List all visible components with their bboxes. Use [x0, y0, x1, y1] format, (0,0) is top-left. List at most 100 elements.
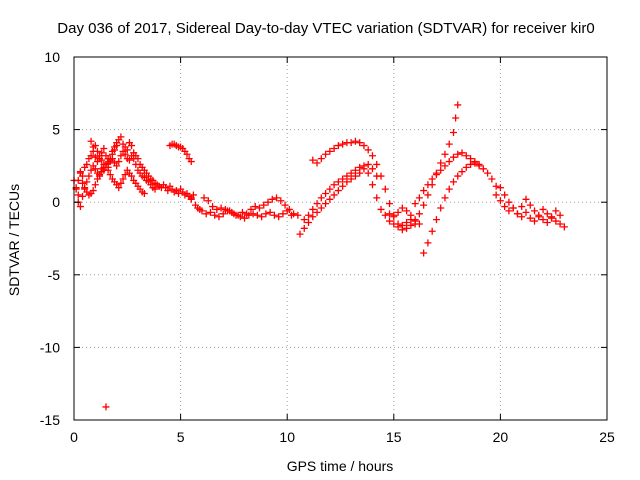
data-point: [79, 172, 87, 180]
y-axis-label: SDTVAR / TECUs: [6, 184, 22, 296]
data-point: [96, 172, 104, 180]
data-point: [300, 216, 308, 224]
data-point: [313, 208, 321, 216]
data-point: [74, 191, 82, 199]
data-point: [377, 172, 385, 180]
data-point: [76, 168, 84, 176]
data-point: [437, 159, 445, 167]
data-point: [309, 213, 317, 221]
data-point: [209, 203, 217, 211]
data-point: [526, 201, 534, 209]
data-point: [121, 150, 129, 158]
data-point: [236, 213, 244, 221]
data-point: [264, 198, 272, 206]
data-point: [364, 160, 372, 168]
data-point: [432, 171, 440, 179]
data-point: [102, 403, 110, 411]
data-point: [462, 163, 470, 171]
data-point: [458, 149, 466, 157]
data-point: [454, 101, 462, 109]
data-point: [189, 191, 197, 199]
data-point: [445, 158, 453, 166]
data-point: [334, 178, 342, 186]
data-point: [339, 175, 347, 183]
data-point: [204, 197, 212, 205]
data-point: [548, 213, 556, 221]
data-point: [539, 216, 547, 224]
data-point: [492, 182, 500, 190]
data-point: [531, 217, 539, 225]
data-point: [151, 185, 159, 193]
data-point: [279, 210, 287, 218]
data-point: [262, 210, 270, 218]
axis-ticks: 0 5 10 15 20 25 -15 -10 -5 0 5 10: [40, 49, 615, 445]
data-point: [96, 152, 104, 160]
data-point: [277, 197, 285, 205]
data-point: [420, 201, 428, 209]
data-point: [428, 227, 436, 235]
data-point: [394, 220, 402, 228]
data-point: [454, 172, 462, 180]
data-point: [411, 200, 419, 208]
data-point: [91, 181, 99, 189]
data-point: [398, 204, 406, 212]
data-point: [81, 184, 89, 192]
data-point: [247, 205, 255, 213]
data-points: [70, 101, 568, 411]
data-point: [187, 195, 195, 203]
data-point: [121, 171, 129, 179]
data-point: [513, 210, 521, 218]
data-point: [224, 207, 232, 215]
data-point: [317, 155, 325, 163]
data-point: [420, 249, 428, 257]
data-point: [232, 211, 240, 219]
data-point: [479, 165, 487, 173]
data-point: [368, 152, 376, 160]
data-point: [117, 152, 125, 160]
data-point: [255, 204, 263, 212]
data-point: [313, 159, 321, 167]
data-point: [394, 208, 402, 216]
y-tick-label: 10: [44, 49, 60, 65]
x-tick-label: 15: [386, 429, 402, 445]
data-point: [560, 223, 568, 231]
data-point: [522, 208, 530, 216]
data-point: [330, 191, 338, 199]
y-tick-label: -10: [40, 339, 60, 355]
x-tick-label: 10: [279, 429, 295, 445]
data-point: [198, 207, 206, 215]
data-point: [539, 205, 547, 213]
data-point: [215, 213, 223, 221]
data-point: [130, 155, 138, 163]
data-point: [334, 142, 342, 150]
data-point: [102, 163, 110, 171]
data-point: [115, 184, 123, 192]
data-point: [273, 194, 281, 202]
data-point: [309, 156, 317, 164]
data-point: [270, 211, 278, 219]
data-point: [300, 224, 308, 232]
data-point: [91, 165, 99, 173]
data-point: [471, 158, 479, 166]
data-point: [377, 205, 385, 213]
data-point: [398, 226, 406, 234]
data-point: [351, 166, 359, 174]
data-point: [113, 162, 121, 170]
data-point: [424, 191, 432, 199]
data-point: [253, 211, 261, 219]
data-point: [83, 160, 91, 168]
data-point: [326, 185, 334, 193]
data-point: [115, 158, 123, 166]
data-point: [213, 205, 221, 213]
data-point: [364, 169, 372, 177]
data-point: [543, 210, 551, 218]
data-point: [496, 197, 504, 205]
data-point: [268, 195, 276, 203]
data-point: [505, 207, 513, 215]
data-point: [407, 221, 415, 229]
data-point: [475, 160, 483, 168]
data-point: [313, 200, 321, 208]
data-point: [119, 175, 127, 183]
data-point: [343, 172, 351, 180]
data-point: [228, 208, 236, 216]
